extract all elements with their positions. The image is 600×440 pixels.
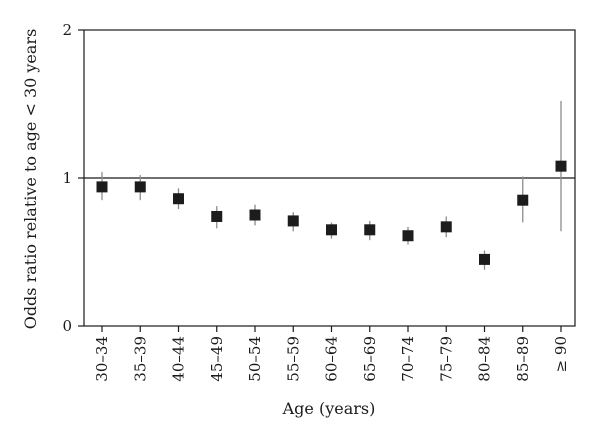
x-tick-label: 80–84 [476, 336, 494, 382]
data-point [249, 209, 261, 221]
x-tick-label: 35–39 [131, 336, 149, 382]
y-axis-title: Odds ratio relative to age < 30 years [21, 29, 40, 330]
x-tick-label: 50–54 [246, 336, 264, 382]
data-point [173, 193, 184, 205]
x-tick-label: 70–74 [399, 336, 417, 382]
data-point [402, 230, 414, 242]
x-axis-title: Age (years) [282, 399, 376, 418]
data-point [326, 224, 337, 236]
data-point [364, 224, 376, 236]
data-point [96, 181, 108, 193]
x-tick-label: 55–59 [284, 336, 302, 382]
x-tick-label: 45–49 [208, 336, 226, 382]
x-tick-label: 30–34 [93, 336, 111, 382]
data-point [555, 160, 567, 172]
y-tick-label: 2 [62, 21, 72, 39]
x-tick-label: 75–79 [437, 336, 455, 382]
x-tick-label: 40–44 [170, 336, 188, 382]
data-point [211, 210, 223, 222]
y-tick-label: 1 [62, 169, 72, 187]
x-tick-label: 85–89 [514, 336, 532, 382]
data-point [287, 215, 299, 227]
data-point [517, 194, 529, 206]
x-tick-label: 65–69 [361, 336, 379, 382]
data-point [479, 253, 490, 265]
data-point [134, 181, 146, 193]
y-tick-label: 0 [62, 317, 72, 335]
x-tick-label: 60–64 [323, 336, 341, 382]
x-tick-label: ≥ 90 [552, 336, 570, 372]
data-point [440, 221, 452, 233]
